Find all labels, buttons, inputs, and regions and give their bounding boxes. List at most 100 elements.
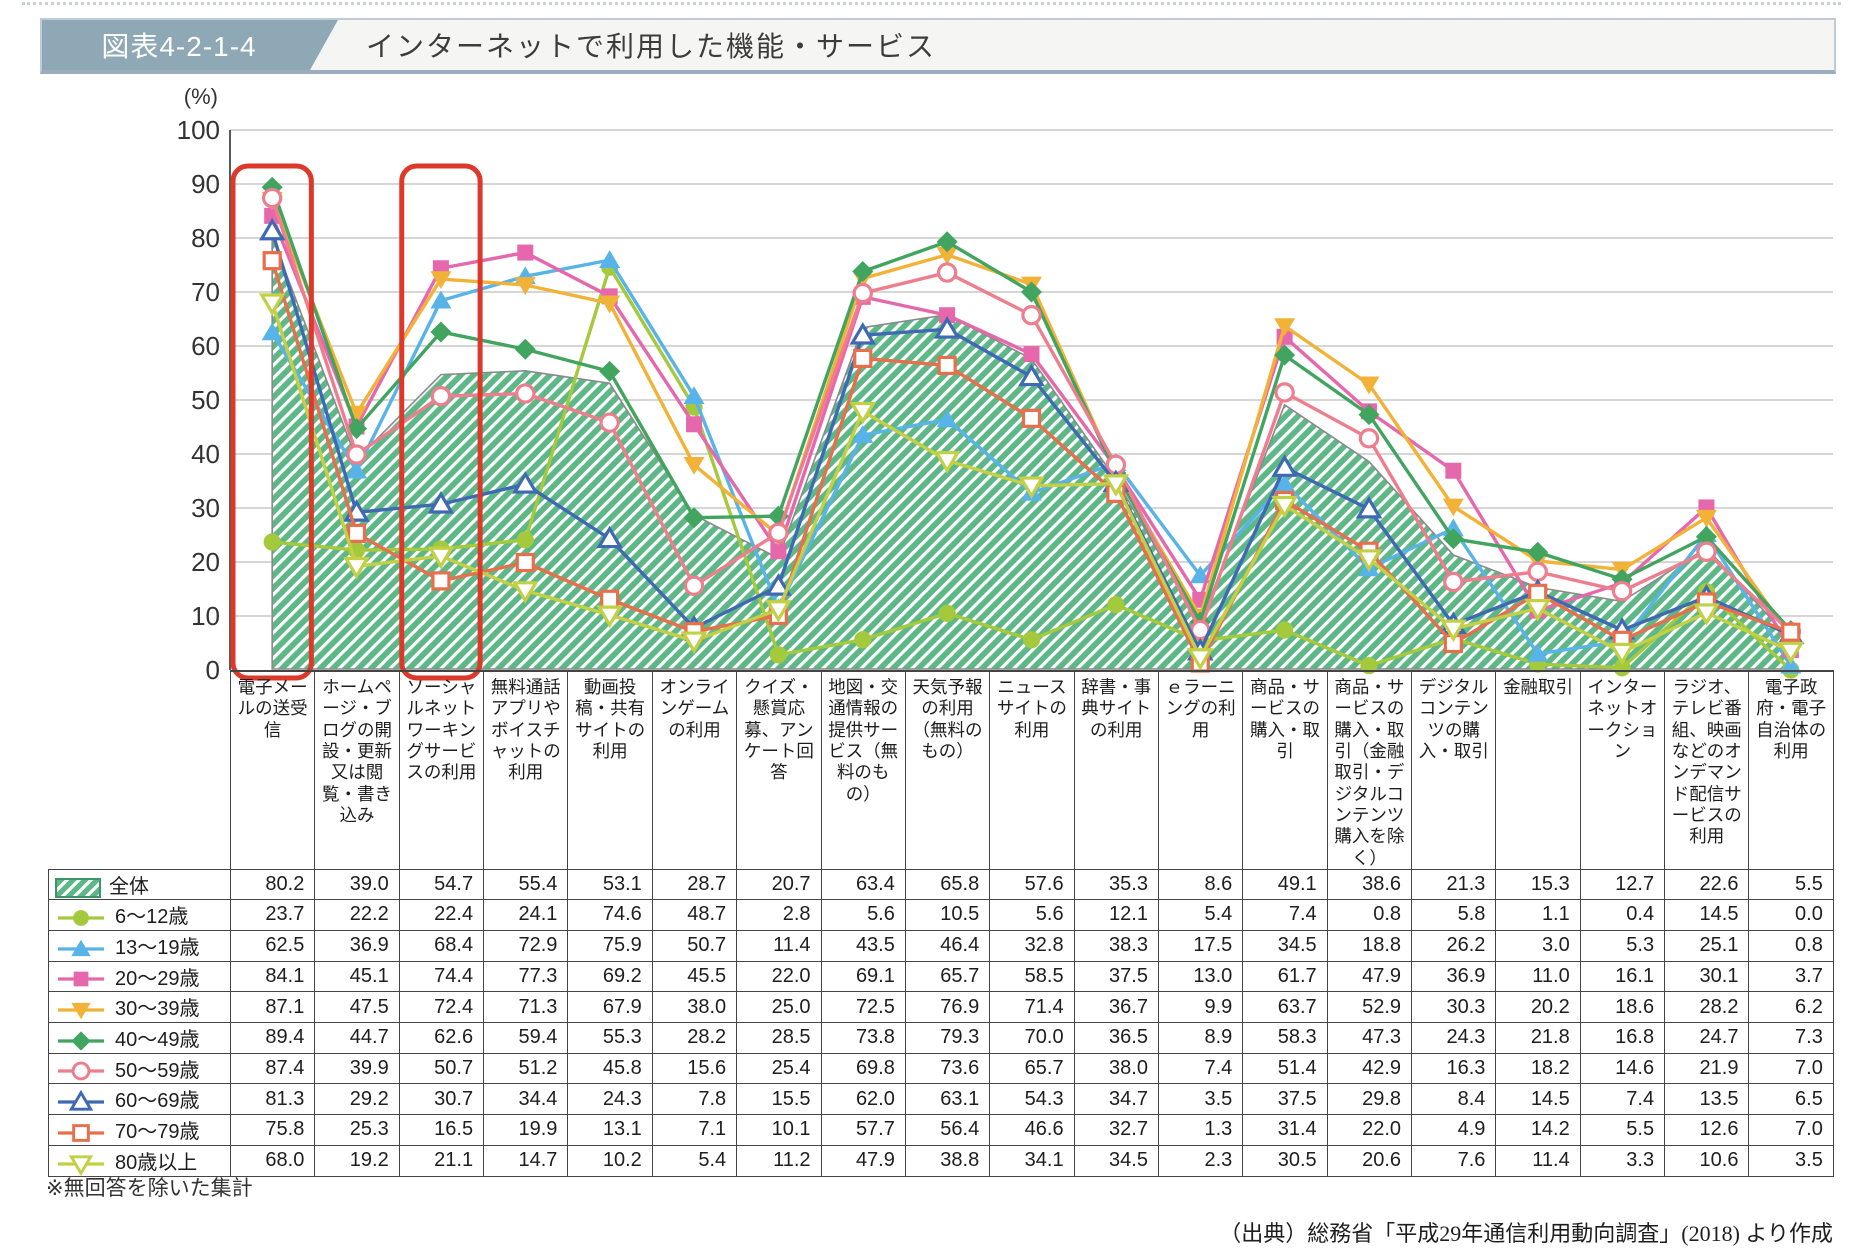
value-cell: 7.3 [1748, 1021, 1834, 1054]
table-row: 50〜59歳 87.4 39.9 50.7 51.2 45.8 15.6 25.4 69.8 73… [48, 1052, 1834, 1085]
value-cell: 10.6 [1664, 1144, 1750, 1177]
series-marker [683, 457, 705, 475]
category-header: 動画投稿・共有サイトの利用 [567, 670, 653, 871]
value-cell: 5.4 [651, 1144, 738, 1177]
value-cell: 25.3 [314, 1114, 400, 1146]
value-cell: 20.7 [736, 869, 822, 901]
value-cell: 74.6 [567, 899, 653, 931]
y-axis-tick-label: 70 [191, 277, 220, 307]
series-marker [936, 262, 958, 283]
series-marker [1611, 580, 1633, 602]
value-cell: 38.8 [904, 1144, 991, 1177]
y-axis-tick-label: 80 [191, 223, 220, 253]
legend-label: 80歳以上 [115, 1151, 198, 1174]
series-marker [1524, 599, 1552, 622]
value-cell: 7.8 [651, 1083, 738, 1116]
value-cell: 16.5 [398, 1114, 485, 1146]
series-marker [599, 360, 621, 382]
series-marker [515, 383, 536, 404]
value-cell: 76.9 [904, 991, 991, 1023]
series-marker [1527, 541, 1549, 563]
value-cell: 20.2 [1495, 991, 1581, 1023]
series-marker [1443, 571, 1464, 593]
value-cell: 36.9 [314, 929, 400, 962]
table-row: 70〜79歳 75.8 25.3 16.5 19.9 13.1 7.1 10.1 57.7 56.… [48, 1114, 1834, 1146]
page-top-rule [22, 2, 1841, 5]
series-marker [1022, 631, 1041, 649]
table-row: 30〜39歳 87.1 47.5 72.4 71.3 67.9 38.0 25.0 72.5 76… [48, 991, 1834, 1023]
value-cell: 47.9 [1326, 960, 1413, 993]
series-marker [73, 909, 89, 926]
value-cell: 1.3 [1157, 1114, 1244, 1146]
series-marker [261, 187, 283, 209]
value-cell: 5.5 [1748, 869, 1834, 901]
value-cell: 55.4 [483, 869, 569, 901]
series-marker [1102, 474, 1130, 497]
value-cell: 53.1 [567, 869, 653, 901]
category-header: 辞書・事典サイトの利用 [1073, 670, 1159, 871]
series-marker [1442, 528, 1464, 550]
series-marker [769, 646, 787, 664]
value-cell: 73.6 [904, 1052, 991, 1085]
value-cell: 5.8 [1411, 899, 1497, 931]
category-header: 商品・サービスの購入・取引（金融取引・デジタルコンテンツ購入を除く） [1326, 670, 1413, 871]
value-cell: 3.5 [1748, 1144, 1834, 1177]
value-cell: 80.2 [229, 869, 316, 901]
series-marker [1186, 648, 1214, 671]
series-marker [1274, 318, 1296, 337]
y-axis-unit-label: (%) [184, 84, 218, 109]
value-cell: 45.5 [651, 960, 738, 993]
value-cell: 55.3 [567, 1021, 653, 1054]
series-marker [511, 581, 539, 604]
series-marker [1780, 655, 1802, 674]
series-marker [1271, 495, 1298, 519]
value-cell: 29.2 [314, 1083, 400, 1116]
value-cell: 7.1 [651, 1114, 738, 1146]
y-axis-tick-label: 100 [177, 115, 220, 145]
legend-cell: 30〜39歳 [48, 991, 231, 1023]
series-marker [346, 460, 368, 479]
figure-header: 図表4-2-1-4 インターネットで利用した機能・サービス [40, 18, 1836, 74]
category-header: ニュースサイトの利用 [989, 670, 1075, 871]
series-marker [1608, 642, 1636, 666]
series-marker [849, 401, 877, 425]
series-marker [71, 1062, 91, 1081]
value-cell: 36.5 [1073, 1021, 1159, 1054]
series-marker [430, 321, 452, 343]
series-marker [258, 217, 286, 241]
value-cell: 32.8 [989, 929, 1075, 962]
value-cell: 13.0 [1157, 960, 1244, 993]
legend-swatch [58, 971, 104, 987]
legend-swatch [58, 1062, 104, 1081]
value-cell: 38.0 [1073, 1052, 1159, 1085]
value-cell: 72.5 [820, 991, 906, 1023]
value-cell: 24.3 [1411, 1021, 1497, 1054]
value-cell: 42.9 [1326, 1052, 1413, 1085]
category-header: 地図・交通情報の提供サービス（無料のもの） [820, 670, 906, 871]
series-marker [1023, 346, 1040, 363]
legend-cell: 全体 [48, 869, 231, 901]
legend-cell: 20〜29歳 [48, 960, 231, 993]
series-marker [427, 491, 455, 514]
value-cell: 43.5 [820, 929, 906, 962]
series-marker [596, 605, 623, 629]
category-header: オンラインゲームの利用 [651, 670, 738, 871]
value-cell: 25.0 [736, 991, 822, 1023]
value-cell: 0.4 [1579, 899, 1666, 931]
series-marker [71, 939, 91, 956]
legend-swatch [58, 1090, 104, 1111]
value-cell: 12.1 [1073, 899, 1159, 931]
value-cell: 17.5 [1157, 929, 1244, 962]
series-marker [765, 573, 792, 596]
series-marker [680, 631, 708, 654]
series-marker [71, 1002, 91, 1020]
value-cell: 65.7 [904, 960, 991, 993]
value-cell: 19.2 [314, 1144, 400, 1177]
series-marker [1358, 404, 1380, 426]
series-marker [852, 425, 874, 443]
series-marker [1276, 621, 1294, 639]
value-cell: 13.1 [567, 1114, 653, 1146]
y-axis-tick-label: 30 [191, 493, 220, 523]
value-cell: 65.7 [989, 1052, 1075, 1085]
